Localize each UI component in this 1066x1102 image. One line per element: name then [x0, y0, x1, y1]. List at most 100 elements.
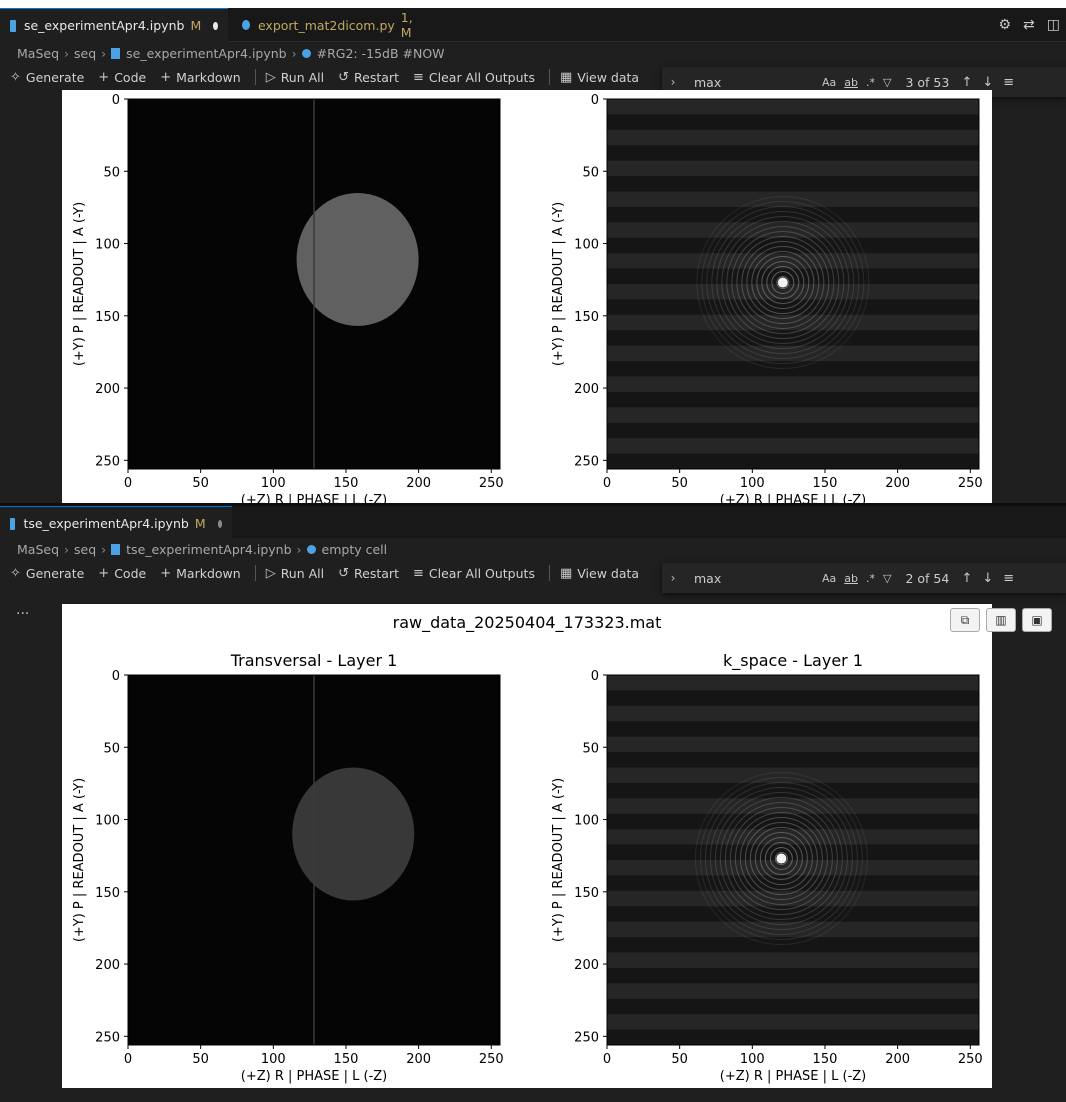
- noise-band: [607, 921, 979, 938]
- breadcrumb-item[interactable]: seq: [74, 45, 97, 61]
- x-tick-label: 250: [479, 476, 504, 491]
- x-tick-label: 100: [261, 476, 286, 491]
- compare-icon[interactable]: ⇄: [1023, 17, 1035, 33]
- tab-tse-experiment[interactable]: tse_experimentApr4.ipynb M: [0, 506, 232, 540]
- breadcrumb-item[interactable]: MaSeq: [17, 45, 60, 61]
- kspace-ring: [716, 216, 850, 350]
- unsaved-dot-icon[interactable]: [217, 519, 222, 528]
- kspace-ring: [739, 817, 823, 901]
- plus-icon: +: [98, 69, 110, 85]
- x-tick-label: 250: [958, 1052, 983, 1067]
- match-count: 2 of 54: [905, 570, 950, 586]
- cell-more-button[interactable]: ...: [16, 602, 30, 618]
- tab-se-experiment[interactable]: se_experimentApr4.ipynb M: [0, 8, 228, 42]
- x-tick-label: 150: [334, 1052, 359, 1067]
- phantom-image: [292, 767, 415, 901]
- noise-band: [607, 1014, 979, 1030]
- restart-button[interactable]: ↺ Restart: [338, 566, 399, 581]
- generate-button[interactable]: ✧ Generate: [10, 566, 84, 581]
- add-markdown-button[interactable]: + Markdown: [160, 70, 240, 85]
- restart-button[interactable]: ↺ Restart: [338, 70, 399, 85]
- plot-panel: 0 50 100 150 200 250 0 50 100 150 200 250 (+Z) R | P…: [551, 651, 983, 1084]
- chevron-right-icon[interactable]: ›: [670, 75, 676, 89]
- regex-icon[interactable]: .*: [866, 571, 875, 585]
- add-code-button[interactable]: + Code: [98, 566, 146, 581]
- breadcrumb-item[interactable]: #RG2: -15dB #NOW: [316, 45, 445, 61]
- kspace-ring: [746, 246, 820, 320]
- filter-icon[interactable]: ▽: [883, 75, 892, 89]
- clear-all-icon: ≡: [412, 69, 424, 85]
- copy-icon[interactable]: ⧉: [950, 608, 980, 632]
- y-tick-label: 200: [95, 958, 120, 973]
- view-data-button[interactable]: ▦ View data: [560, 566, 639, 581]
- y-tick-label: 250: [95, 454, 120, 469]
- breadcrumb-item[interactable]: se_experimentApr4.ipynb: [126, 45, 287, 61]
- view-data-button[interactable]: ▦ View data: [560, 70, 639, 85]
- regex-icon[interactable]: .*: [866, 75, 875, 89]
- whole-word-icon[interactable]: ab: [844, 571, 858, 585]
- match-case-icon[interactable]: Aa: [822, 571, 837, 585]
- add-code-button[interactable]: + Code: [98, 70, 146, 85]
- chevron-right-icon: ›: [101, 541, 107, 557]
- y-tick-label: 150: [574, 310, 599, 325]
- menu-icon[interactable]: ≡: [1003, 570, 1015, 586]
- chevron-right-icon[interactable]: ›: [670, 571, 676, 585]
- plot-panel: 0 50 100 150 200 250 0 50 100 150 200 250 (+Z) R | P…: [72, 93, 504, 503]
- y-tick-label: 100: [574, 814, 599, 829]
- arrow-up-icon[interactable]: ↑: [961, 74, 973, 90]
- filter-icon[interactable]: ▽: [883, 571, 892, 585]
- play-icon: ▷: [265, 69, 276, 85]
- kspace-ring: [709, 787, 853, 931]
- x-tick-label: 100: [740, 1052, 765, 1067]
- noise-band: [607, 705, 979, 722]
- arrow-down-icon[interactable]: ↓: [982, 570, 994, 586]
- noise-band: [607, 829, 979, 845]
- breadcrumb-item[interactable]: seq: [74, 541, 97, 557]
- run-all-button[interactable]: ▷ Run All: [266, 566, 324, 581]
- x-axis-label: (+Z) R | PHASE | L (-Z): [720, 493, 867, 503]
- arrow-up-icon[interactable]: ↑: [961, 570, 973, 586]
- x-tick-label: 0: [603, 476, 611, 491]
- clear-outputs-label: Clear All Outputs: [428, 69, 535, 85]
- y-tick-label: 250: [574, 454, 599, 469]
- find-input[interactable]: max: [694, 74, 722, 90]
- kspace-ring: [694, 772, 868, 946]
- kspace-ring: [714, 792, 848, 926]
- noise-band: [607, 952, 979, 968]
- save-icon[interactable]: ▣: [1022, 608, 1052, 632]
- gear-icon[interactable]: ⚙: [998, 17, 1012, 33]
- plot-panel: 0 50 100 150 200 250 0 50 100 150 200 250 (+Z) R | P…: [72, 651, 504, 1084]
- split-editor-icon[interactable]: ◫: [1046, 17, 1060, 33]
- find-input[interactable]: max: [694, 570, 722, 586]
- run-all-button[interactable]: ▷ Run All: [266, 70, 324, 85]
- clear-outputs-button[interactable]: ≡ Clear All Outputs: [413, 566, 535, 581]
- breadcrumb-item[interactable]: empty cell: [321, 541, 388, 557]
- match-case-icon[interactable]: Aa: [822, 75, 837, 89]
- breadcrumb: MaSeq › seq › se_experimentApr4.ipynb › #RG…: [0, 42, 1066, 64]
- editor-group-divider[interactable]: [0, 503, 1066, 506]
- y-tick-label: 250: [95, 1030, 120, 1045]
- chart-icon[interactable]: ▥: [986, 608, 1016, 632]
- tab-export-mat2dicom[interactable]: export_mat2dicom.py 1, M: [232, 8, 432, 42]
- top-figure: 0 50 100 150 200 250 0 50 100 150 200 250 (+Z) R | P…: [72, 93, 983, 503]
- breadcrumb-item[interactable]: MaSeq: [17, 541, 60, 557]
- x-tick-label: 150: [813, 476, 838, 491]
- arrow-down-icon[interactable]: ↓: [982, 74, 994, 90]
- noise-band: [607, 191, 979, 207]
- kspace-ring: [769, 847, 793, 871]
- restart-icon: ↺: [338, 69, 350, 85]
- notebook-icon: [111, 543, 121, 555]
- noise-band: [607, 314, 979, 331]
- kspace-ring: [729, 807, 833, 911]
- noise-band: [607, 284, 979, 300]
- add-markdown-button[interactable]: + Markdown: [160, 566, 240, 581]
- x-tick-label: 200: [885, 1052, 910, 1067]
- unsaved-dot-icon[interactable]: [213, 21, 218, 30]
- clear-outputs-button[interactable]: ≡ Clear All Outputs: [413, 70, 535, 85]
- breadcrumb-item[interactable]: tse_experimentApr4.ipynb: [126, 541, 292, 557]
- noise-band: [607, 160, 979, 177]
- menu-icon[interactable]: ≡: [1003, 74, 1015, 90]
- whole-word-icon[interactable]: ab: [844, 75, 858, 89]
- figure-suptitle: raw_data_20250404_173323.mat: [393, 613, 662, 633]
- generate-button[interactable]: ✧ Generate: [10, 70, 84, 85]
